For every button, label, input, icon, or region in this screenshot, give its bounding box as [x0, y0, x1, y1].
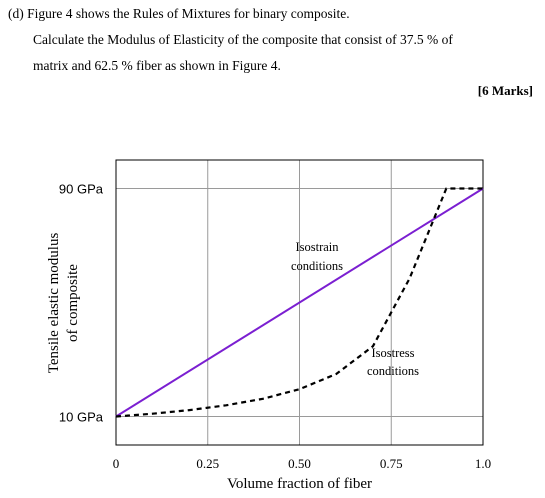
- y-axis-label-line2: of composite: [65, 264, 81, 342]
- x-tick-label: 0.75: [380, 456, 403, 471]
- series-line-isostrain-conditions: [115, 187, 484, 418]
- x-tick-label: 0.50: [288, 456, 311, 471]
- isostress-label-line1: Isostress: [371, 346, 414, 360]
- tick-labels: 0 0.25 0.50 0.75 1.0 10 GPa 90 GPa: [59, 182, 491, 472]
- marks-label: [6 Marks]: [477, 83, 533, 98]
- isostrain-label-line1: Isostrain: [295, 240, 339, 254]
- grid: [116, 160, 483, 445]
- x-tick-label: 0.25: [196, 456, 219, 471]
- x-axis-label: Volume fraction of fiber: [227, 476, 372, 492]
- isostress-label-line2: conditions: [367, 364, 419, 378]
- question-calc-line1: Calculate the Modulus of Elasticity of t…: [33, 32, 453, 47]
- question-calc-line2: matrix and 62.5 % fiber as shown in Figu…: [33, 58, 281, 73]
- question-intro: (d) Figure 4 shows the Rules of Mixtures…: [8, 6, 350, 21]
- isostrain-label-line2: conditions: [291, 259, 343, 273]
- y-tick-label: 10 GPa: [59, 410, 104, 425]
- y-tick-label: 90 GPa: [59, 182, 104, 197]
- x-tick-label: 0: [113, 456, 120, 471]
- x-tick-label: 1.0: [475, 456, 491, 471]
- y-axis-label-line1: Tensile elastic modulus: [46, 233, 62, 374]
- series-group: [115, 187, 484, 418]
- series-line-isostress-conditions: [115, 187, 483, 418]
- plot-frame: [115, 159, 484, 446]
